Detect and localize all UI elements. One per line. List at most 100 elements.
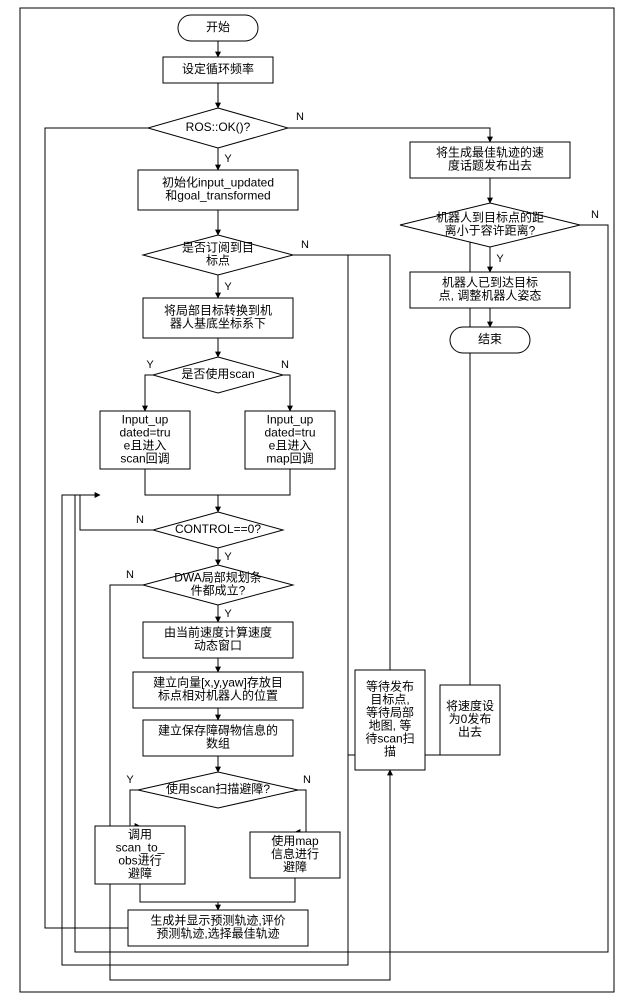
node-d_rosok: ROS::OK()? (148, 108, 288, 148)
node-text: 预测轨迹,选择最佳轨迹 (156, 927, 279, 941)
edge-label: N (303, 774, 311, 786)
edge (283, 375, 290, 411)
node-text: 点, 调整机器人姿态 (439, 288, 542, 303)
node-text: 动态窗口 (194, 639, 242, 653)
node-text: obs进行 (118, 854, 161, 868)
node-d_dwa: DWA局部规划条件都成立? (143, 565, 293, 605)
node-text: 是否使用scan (181, 366, 254, 381)
node-n_vector: 建立向量[x,y,yaw]存放目标点相对机器人的位置 (133, 672, 303, 708)
node-text: 调用 (128, 828, 152, 842)
edge-label: N (126, 569, 134, 581)
node-text: 标点相对机器人的位置 (158, 688, 278, 703)
edge-label: N (301, 239, 309, 251)
node-text: 初始化input_updated (162, 176, 274, 190)
node-n_wait: 等待发布目标点,等待局部地图, 等待scan扫描 (355, 670, 425, 770)
edge (218, 878, 295, 902)
node-text: Input_up (267, 413, 314, 427)
node-text: dated=tru (119, 426, 170, 440)
node-text: 描 (384, 745, 396, 759)
node-text: 度话题发布出去 (448, 158, 532, 173)
edge-label: Y (126, 774, 134, 786)
node-text: 为0发布 (449, 711, 492, 726)
node-text: 信息进行 (271, 846, 319, 861)
node-end: 结束 (450, 327, 530, 353)
node-text: 待scan扫 (365, 732, 414, 746)
node-text: 将速度设 (446, 698, 494, 713)
node-n_setloop: 设定循环频率 (163, 57, 273, 83)
node-text: 器人基底坐标系下 (170, 316, 266, 331)
node-text: DWA局部规划条 (174, 570, 262, 585)
node-d_dist: 机器人到目标点的距离小于容许距离? (400, 203, 580, 247)
node-d_control0: CONTROL==0? (153, 512, 283, 548)
node-n_obs_arr: 建立保存障碍物信息的数组 (143, 720, 293, 756)
edge-label: Y (146, 359, 154, 371)
node-text: 使用scan扫描避障? (166, 781, 270, 796)
node-d_usescan: 是否使用scan (153, 357, 283, 393)
node-text: 将局部目标转换到机 (164, 303, 272, 318)
node-text: 建立向量[x,y,yaw]存放目 (153, 675, 283, 690)
edge (145, 375, 153, 411)
node-d_scan_obs: 使用scan扫描避障? (138, 772, 298, 808)
node-text: 设定循环频率 (182, 61, 254, 76)
node-text: 是否订阅到目 (182, 241, 254, 255)
node-text: 标点 (206, 254, 230, 268)
edge-label: N (591, 209, 599, 221)
node-text: 使用map (271, 833, 319, 848)
node-text: 机器人已到达目标 (442, 276, 538, 290)
node-text: 离小于容许距离? (445, 223, 536, 238)
node-text: e且进入 (124, 439, 167, 453)
edge-label: N (281, 359, 289, 371)
node-n_scan_cb: Input_updated=true且进入scan回调 (100, 411, 190, 469)
edge-label: N (296, 111, 304, 123)
node-text: 建立保存障碍物信息的 (158, 723, 278, 738)
node-n_traj: 生成并显示预测轨迹,评价预测轨迹,选择最佳轨迹 (128, 910, 308, 946)
node-text: 数组 (206, 736, 230, 751)
edge-label: Y (224, 608, 232, 620)
node-n_vel_win: 由当前速度计算速度动态窗口 (143, 622, 293, 658)
edge-label: Y (496, 253, 504, 265)
edge-label: Y (224, 551, 232, 563)
node-text: 开始 (206, 20, 230, 34)
node-text: 将生成最佳轨迹的速 (436, 145, 544, 160)
node-text: ROS::OK()? (186, 120, 251, 134)
node-text: 等待发布 (366, 679, 414, 694)
node-text: scan回调 (120, 452, 169, 466)
node-text: 出去 (458, 725, 482, 739)
node-start: 开始 (178, 15, 258, 41)
node-d_subgoal: 是否订阅到目标点 (143, 235, 293, 275)
node-text: 等待局部 (366, 705, 414, 720)
node-n_map_cb: Input_updated=true且进入map回调 (245, 411, 335, 469)
node-text: 由当前速度计算速度 (164, 625, 272, 640)
node-text: scan_to_ (116, 841, 165, 855)
node-text: Input_up (122, 413, 169, 427)
node-text: 和goal_transformed (165, 189, 270, 203)
edge (295, 790, 306, 832)
edge (140, 884, 218, 910)
node-text: CONTROL==0? (175, 522, 261, 536)
node-n_pub_vel: 将生成最佳轨迹的速度话题发布出去 (410, 142, 570, 178)
node-text: 生成并显示预测轨迹,评价 (150, 914, 285, 928)
node-n_transform: 将局部目标转换到机器人基底坐标系下 (143, 298, 293, 338)
flowchart-svg: YYYNYYYNNNNNYN开始设定循环频率ROS::OK()?初始化input… (0, 0, 634, 1000)
edge (145, 469, 218, 512)
node-text: e且进入 (269, 439, 312, 453)
edge-label: Y (224, 281, 232, 293)
node-text: 目标点, (370, 693, 409, 707)
node-text: 结束 (478, 332, 502, 346)
node-text: 机器人到目标点的距 (436, 210, 544, 225)
node-text: 件都成立? (191, 583, 246, 598)
node-text: 避障 (128, 866, 152, 881)
node-text: dated=tru (264, 426, 315, 440)
node-text: 避障 (283, 859, 307, 874)
node-text: 地图, 等 (369, 719, 412, 733)
edge-label: N (136, 514, 144, 526)
node-n_arrived: 机器人已到达目标点, 调整机器人姿态 (410, 272, 570, 308)
edge (130, 790, 140, 826)
edge-label: Y (224, 153, 232, 165)
node-n_vel0: 将速度设为0发布出去 (440, 685, 500, 755)
node-text: map回调 (266, 452, 313, 466)
node-n_map_obs: 使用map信息进行避障 (250, 832, 340, 878)
edge (218, 469, 290, 495)
node-n_init: 初始化input_updated和goal_transformed (138, 170, 298, 210)
node-n_scan_obs: 调用scan_to_obs进行避障 (95, 826, 185, 884)
